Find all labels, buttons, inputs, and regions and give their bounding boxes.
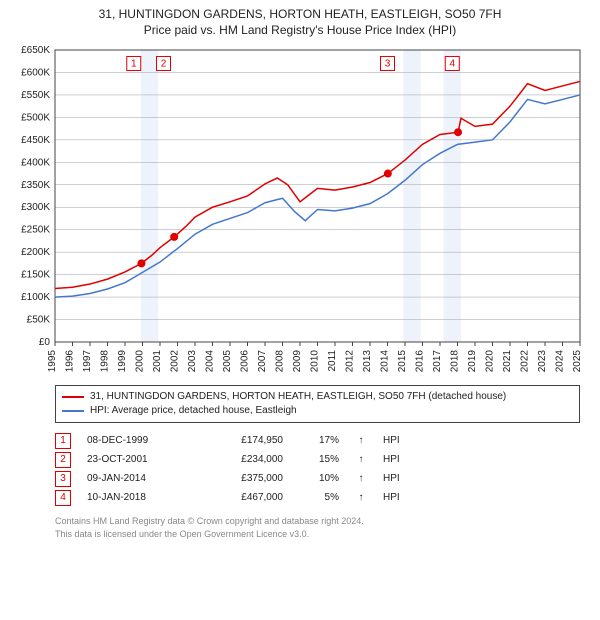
svg-text:£650K: £650K: [21, 45, 50, 56]
transaction-date: 23-OCT-2001: [87, 450, 187, 469]
transaction-price: £467,000: [203, 488, 283, 507]
transaction-tag: HPI: [383, 431, 413, 450]
svg-text:2004: 2004: [205, 350, 216, 372]
svg-text:1997: 1997: [82, 350, 93, 372]
svg-text:2023: 2023: [537, 350, 548, 372]
footer-line1: Contains HM Land Registry data © Crown c…: [55, 515, 580, 527]
svg-text:£450K: £450K: [21, 135, 50, 146]
svg-text:2005: 2005: [222, 350, 233, 372]
transaction-pct: 5%: [299, 488, 339, 507]
svg-text:2014: 2014: [380, 350, 391, 372]
arrow-up-icon: ↑: [355, 488, 367, 507]
title-line2: Price paid vs. HM Land Registry's House …: [8, 22, 592, 38]
price-chart-svg: £0 £50K £100K £150K £200K £250K £300K £350K £400…: [10, 42, 590, 372]
svg-text:2006: 2006: [240, 350, 251, 372]
svg-text:£0: £0: [39, 337, 51, 348]
svg-text:2011: 2011: [327, 350, 338, 372]
svg-text:2018: 2018: [450, 350, 461, 372]
legend-line-hpi: [62, 410, 84, 412]
svg-text:2009: 2009: [292, 350, 303, 372]
transaction-tag: HPI: [383, 450, 413, 469]
legend-label-price: 31, HUNTINGDON GARDENS, HORTON HEATH, EA…: [90, 390, 506, 404]
transaction-price: £234,000: [203, 450, 283, 469]
transaction-date: 10-JAN-2018: [87, 488, 187, 507]
transaction-tag: HPI: [383, 469, 413, 488]
svg-text:1995: 1995: [47, 350, 58, 372]
transaction-row: 1 08-DEC-1999 £174,950 17% ↑ HPI: [55, 431, 580, 450]
svg-text:4: 4: [449, 59, 455, 70]
svg-text:1: 1: [131, 59, 137, 70]
chart-title: 31, HUNTINGDON GARDENS, HORTON HEATH, EA…: [0, 0, 600, 40]
transaction-index-box: 3: [55, 471, 71, 487]
svg-text:£50K: £50K: [27, 315, 51, 326]
transactions-table: 1 08-DEC-1999 £174,950 17% ↑ HPI 2 23-OCT-2001 £…: [55, 431, 580, 507]
svg-text:£100K: £100K: [21, 292, 50, 303]
svg-text:2007: 2007: [257, 350, 268, 372]
transaction-date: 08-DEC-1999: [87, 431, 187, 450]
svg-text:1999: 1999: [117, 350, 128, 372]
svg-text:2003: 2003: [187, 350, 198, 372]
transaction-price: £375,000: [203, 469, 283, 488]
transaction-pct: 10%: [299, 469, 339, 488]
svg-text:2013: 2013: [362, 350, 373, 372]
footer-line2: This data is licensed under the Open Gov…: [55, 528, 580, 540]
chart-area: £0 £50K £100K £150K £200K £250K £300K £350K £400…: [10, 42, 590, 377]
legend-label-hpi: HPI: Average price, detached house, East…: [90, 404, 297, 418]
svg-text:£250K: £250K: [21, 225, 50, 236]
svg-text:2017: 2017: [432, 350, 443, 372]
svg-text:£600K: £600K: [21, 68, 50, 79]
svg-text:2024: 2024: [555, 350, 566, 372]
svg-text:2015: 2015: [397, 350, 408, 372]
svg-text:1996: 1996: [65, 350, 76, 372]
svg-text:2: 2: [161, 59, 167, 70]
svg-text:2019: 2019: [467, 350, 478, 372]
svg-text:2022: 2022: [520, 350, 531, 372]
transaction-index-box: 2: [55, 452, 71, 468]
svg-text:£400K: £400K: [21, 158, 50, 169]
svg-text:2001: 2001: [152, 350, 163, 372]
transaction-pct: 15%: [299, 450, 339, 469]
legend: 31, HUNTINGDON GARDENS, HORTON HEATH, EA…: [55, 385, 580, 423]
svg-text:2002: 2002: [170, 350, 181, 372]
svg-text:2010: 2010: [310, 350, 321, 372]
svg-text:2021: 2021: [502, 350, 513, 372]
footer: Contains HM Land Registry data © Crown c…: [55, 515, 580, 539]
title-line1: 31, HUNTINGDON GARDENS, HORTON HEATH, EA…: [8, 6, 592, 22]
svg-text:£200K: £200K: [21, 248, 50, 259]
transaction-tag: HPI: [383, 488, 413, 507]
legend-line-price: [62, 396, 84, 398]
svg-text:£150K: £150K: [21, 270, 50, 281]
svg-text:2008: 2008: [275, 350, 286, 372]
transaction-index-box: 1: [55, 433, 71, 449]
svg-text:£550K: £550K: [21, 90, 50, 101]
transaction-pct: 17%: [299, 431, 339, 450]
svg-text:1998: 1998: [100, 350, 111, 372]
arrow-up-icon: ↑: [355, 469, 367, 488]
arrow-up-icon: ↑: [355, 450, 367, 469]
transaction-row: 3 09-JAN-2014 £375,000 10% ↑ HPI: [55, 469, 580, 488]
transaction-price: £174,950: [203, 431, 283, 450]
svg-text:2016: 2016: [415, 350, 426, 372]
svg-text:2020: 2020: [485, 350, 496, 372]
transaction-row: 2 23-OCT-2001 £234,000 15% ↑ HPI: [55, 450, 580, 469]
transaction-date: 09-JAN-2014: [87, 469, 187, 488]
svg-text:£500K: £500K: [21, 113, 50, 124]
svg-text:£350K: £350K: [21, 180, 50, 191]
svg-text:2012: 2012: [345, 350, 356, 372]
svg-text:3: 3: [385, 59, 391, 70]
svg-text:2000: 2000: [135, 350, 146, 372]
legend-row-hpi: HPI: Average price, detached house, East…: [62, 404, 573, 418]
svg-text:2025: 2025: [572, 350, 583, 372]
legend-row-price: 31, HUNTINGDON GARDENS, HORTON HEATH, EA…: [62, 390, 573, 404]
transaction-index-box: 4: [55, 490, 71, 506]
svg-text:£300K: £300K: [21, 203, 50, 214]
arrow-up-icon: ↑: [355, 431, 367, 450]
transaction-row: 4 10-JAN-2018 £467,000 5% ↑ HPI: [55, 488, 580, 507]
